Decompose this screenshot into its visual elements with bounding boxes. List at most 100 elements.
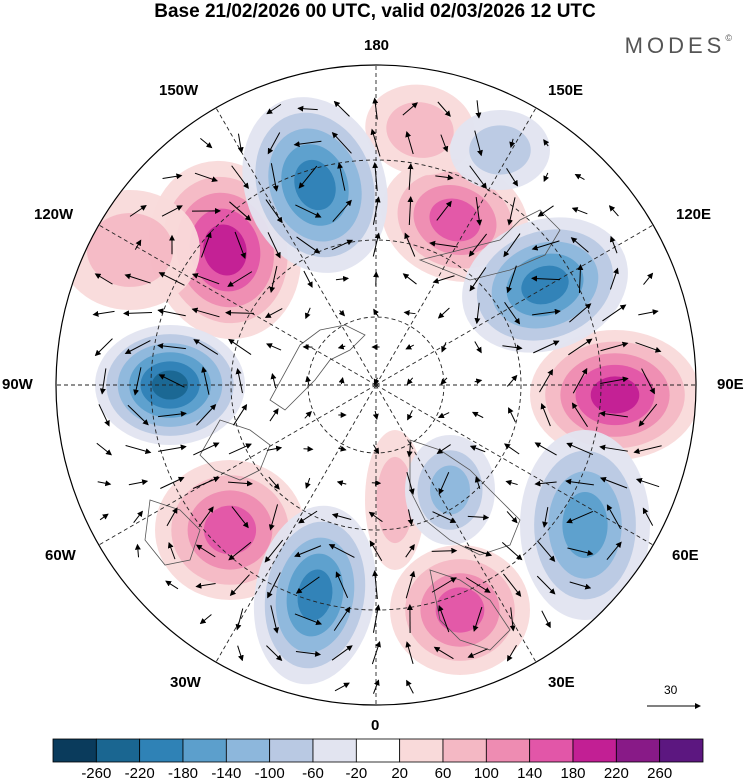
wind-vector (464, 546, 493, 557)
wind-vector (506, 511, 518, 524)
wind-vector (97, 480, 112, 487)
wind-vector (370, 128, 381, 157)
colorbar-tick-label: -140 (211, 765, 242, 782)
colorbar-swatch (529, 738, 574, 763)
wind-vector (405, 641, 414, 664)
wind-vector (268, 504, 279, 531)
wind-vector (431, 547, 458, 554)
wind-vector (436, 200, 452, 221)
wind-vector (270, 605, 279, 634)
wind-vector (331, 131, 352, 154)
anomaly-layer (60, 84, 696, 685)
wind-vector (96, 442, 113, 456)
wind-vector (440, 134, 449, 153)
colorbar-tick-label: 140 (517, 765, 543, 782)
wind-vector (440, 377, 448, 385)
wind-vector (338, 309, 346, 317)
wind-vector (199, 614, 212, 625)
wind-vector (536, 575, 556, 595)
colorbar-tick-label: -220 (124, 765, 155, 782)
wind-vector (532, 308, 561, 316)
wind-vector (469, 267, 487, 292)
wind-vector (231, 165, 249, 190)
wind-vector (402, 273, 417, 285)
lon-label-120w: 120W (34, 206, 74, 223)
wind-vector (228, 480, 253, 487)
wind-vector (193, 339, 219, 355)
wind-vector-layer (92, 97, 662, 694)
wind-vector (335, 275, 350, 282)
wind-vector (531, 275, 561, 282)
meridian-line (375, 384, 537, 663)
wind-vector (467, 648, 488, 658)
colorbar-swatch (225, 738, 271, 763)
wind-vector (372, 570, 379, 599)
wind-vector (162, 173, 183, 180)
wind-vector (332, 199, 352, 222)
wind-vector (94, 273, 113, 285)
wind-vector (441, 342, 447, 353)
wind-vector (264, 539, 284, 563)
wind-vector (541, 610, 551, 629)
wind-vector (333, 606, 351, 631)
north-america-coast (199, 419, 271, 481)
anomaly-high-10e-level (376, 456, 414, 544)
wind-vector (298, 510, 318, 524)
wind-vector (297, 105, 318, 112)
wind-vector (568, 338, 593, 356)
wind-vector (537, 540, 556, 562)
wind-vector (571, 402, 588, 428)
wind-vector (600, 341, 629, 352)
anomaly-high-95e (530, 330, 696, 460)
anomaly-high-50w (155, 460, 305, 600)
wind-vector (133, 510, 143, 523)
wind-vector (298, 165, 318, 189)
wind-vector (609, 267, 619, 290)
wind-vector (407, 196, 414, 226)
wind-vector (294, 545, 322, 558)
wind-vector (195, 582, 216, 589)
mediterranean-coast (429, 569, 511, 651)
anomaly-low-40e-inner (405, 435, 495, 545)
wind-vector (229, 574, 250, 597)
wind-vector (305, 477, 311, 489)
wind-vector (577, 264, 584, 294)
wind-vector (303, 270, 313, 288)
anomaly-low-120e (462, 217, 628, 353)
wind-vector (235, 367, 243, 394)
wind-vector (438, 471, 450, 495)
anomaly-high-95e-level (590, 376, 640, 414)
wind-vector (304, 307, 311, 320)
wind-vector (373, 308, 379, 317)
wind-vector (570, 237, 589, 253)
wind-vector (337, 343, 346, 350)
anomaly-low-60e (520, 430, 650, 620)
map-boundary (55, 64, 697, 706)
colorbar-swatch (572, 738, 617, 763)
wind-vector (166, 507, 178, 527)
wind-vector (195, 544, 216, 558)
wind-vector (295, 576, 320, 594)
wind-vector (228, 443, 252, 455)
wind-vector (503, 233, 521, 258)
wind-vector (237, 133, 244, 154)
wind-vector (633, 445, 662, 455)
wind-vector (506, 374, 518, 387)
wind-vector (403, 309, 416, 316)
wind-vector (372, 196, 381, 225)
anomaly-low-150e-edge-level (469, 125, 531, 175)
wind-vector (438, 604, 450, 633)
anomaly-high-120w-level (203, 224, 247, 276)
wind-vector (373, 377, 380, 386)
wind-vector (158, 410, 187, 418)
anomaly-high-50w-level (203, 505, 257, 555)
wind-vector (265, 199, 283, 224)
wind-vector (469, 445, 486, 453)
wind-vector (502, 344, 523, 351)
wind-vector (167, 541, 176, 560)
wind-vector (506, 644, 517, 662)
wind-vector (99, 513, 109, 521)
wind-vector (295, 204, 322, 218)
wind-vector (609, 235, 618, 254)
wind-vector (432, 511, 457, 523)
